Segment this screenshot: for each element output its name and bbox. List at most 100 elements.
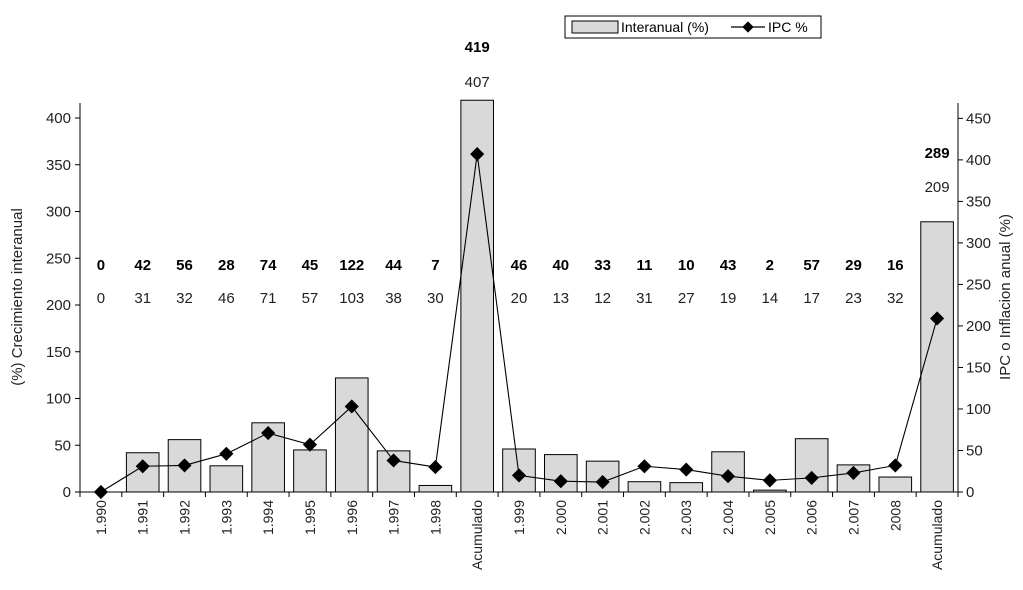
y-tick-label: 0: [63, 484, 71, 501]
bar-value-label: 289: [925, 145, 950, 162]
bar-value-label: 57: [803, 257, 820, 274]
ipc-value-label: 19: [720, 290, 737, 307]
ipc-point: [637, 459, 652, 474]
ipc-value-label: 23: [845, 290, 862, 307]
bar: [293, 449, 327, 493]
bar-value-label: 29: [845, 257, 862, 274]
y2-tick-label: 50: [966, 442, 983, 459]
ipc-point: [428, 460, 443, 475]
y-tick-label: 50: [54, 437, 71, 454]
x-tick-label: 1.997: [386, 500, 402, 535]
bar-value-label: 46: [511, 257, 528, 274]
ticks-layer: 0501001502002503003504000501001502002503…: [46, 110, 991, 570]
ipc-point: [888, 458, 903, 473]
bar-value-label: 43: [720, 257, 737, 274]
x-tick-label: 2.002: [636, 500, 652, 535]
y-axis-title: (%) Crecimiento interanual: [9, 208, 26, 386]
y-tick-label: 300: [46, 204, 71, 221]
x-tick-label: 1.996: [344, 500, 360, 535]
x-tick-label: 1.990: [93, 500, 109, 535]
y2-tick-label: 0: [966, 484, 974, 501]
ipc-point: [261, 425, 276, 441]
x-tick-label: 2.003: [678, 500, 694, 535]
ipc-value-label: 31: [134, 290, 151, 307]
y-tick-label: 100: [46, 391, 71, 408]
ipc-point: [553, 474, 568, 489]
ipc-point: [679, 462, 694, 477]
ipc-value-label: 38: [385, 290, 402, 307]
y-tick-label: 250: [46, 250, 71, 267]
bar-value-label: 122: [339, 257, 364, 274]
bar-value-label: 33: [594, 257, 611, 274]
bar: [334, 377, 369, 493]
bar: [209, 465, 244, 493]
bar-value-label: 44: [385, 257, 402, 274]
ipc-point: [219, 446, 234, 461]
x-tick-label: 2.006: [804, 500, 820, 535]
bar: [418, 484, 453, 493]
ipc-value-label: 12: [594, 290, 611, 307]
ipc-value-label: 32: [176, 290, 193, 307]
y2-tick-label: 350: [966, 193, 991, 210]
ipc-point: [302, 437, 318, 452]
line-layer: [93, 146, 945, 500]
bar: [878, 476, 913, 493]
bar-value-label: 28: [218, 257, 235, 274]
ipc-value-label: 31: [636, 290, 653, 307]
ipc-value-label: 14: [762, 290, 779, 307]
x-tick-label: 2.001: [595, 500, 611, 535]
legend: Interanual (%) IPC %: [564, 15, 822, 39]
ipc-point: [135, 459, 150, 474]
legend-line-label: IPC %: [768, 19, 808, 35]
ipc-point: [595, 474, 610, 490]
y2-tick-label: 250: [966, 276, 991, 293]
y2-tick-label: 150: [966, 359, 991, 376]
ipc-point: [930, 311, 945, 326]
bar-value-label: 42: [134, 257, 151, 274]
ipc-value-label: 17: [803, 290, 820, 307]
x-tick-label: 1.999: [511, 500, 527, 535]
y2-tick-label: 450: [966, 110, 991, 127]
axes-layer: [79, 103, 959, 493]
ipc-point: [762, 473, 777, 488]
y2-tick-label: 300: [966, 235, 991, 252]
legend-box: [564, 15, 822, 39]
bar-value-label: 7: [431, 257, 439, 274]
ipc-value-label: 407: [465, 74, 490, 91]
x-tick-label: 2.007: [845, 500, 861, 535]
bar-value-label: 16: [887, 257, 904, 274]
bar-value-label: 74: [260, 257, 277, 274]
y2-tick-label: 200: [966, 318, 991, 335]
ipc-value-label: 27: [678, 290, 695, 307]
bar-value-label: 0: [97, 257, 105, 274]
ipc-point: [470, 146, 485, 162]
bar-value-label: 11: [636, 257, 652, 274]
x-tick-label: 1.993: [218, 500, 234, 535]
bar: [627, 481, 662, 493]
ipc-value-label: 209: [925, 179, 950, 196]
ipc-value-label: 32: [887, 290, 904, 307]
ipc-value-label: 0: [97, 290, 105, 307]
bar-value-label: 56: [176, 257, 193, 274]
ipc-value-label: 57: [302, 290, 319, 307]
bars-layer: [125, 99, 954, 493]
x-tick-label: 1.992: [177, 500, 193, 535]
y-tick-label: 350: [46, 157, 71, 174]
legend-bar-swatch: [571, 20, 619, 34]
ipc-value-label: 46: [218, 290, 235, 307]
x-tick-label: 2.000: [553, 500, 569, 535]
y2-tick-label: 400: [966, 152, 991, 169]
y-tick-label: 150: [46, 344, 71, 361]
bar: [669, 482, 704, 493]
ipc-value-label: 20: [511, 290, 528, 307]
ipc-point: [511, 468, 527, 483]
ipc-point: [177, 458, 192, 473]
ipc-point: [846, 465, 861, 480]
x-tick-label: 1.998: [427, 500, 443, 535]
ipc-value-label: 30: [427, 290, 444, 307]
x-tick-label: 2008: [887, 500, 903, 531]
ipc-point: [344, 399, 359, 414]
bar-value-label: 45: [302, 257, 319, 274]
x-tick-label: 1.994: [260, 500, 276, 535]
x-tick-label: Acumulado: [929, 500, 945, 570]
